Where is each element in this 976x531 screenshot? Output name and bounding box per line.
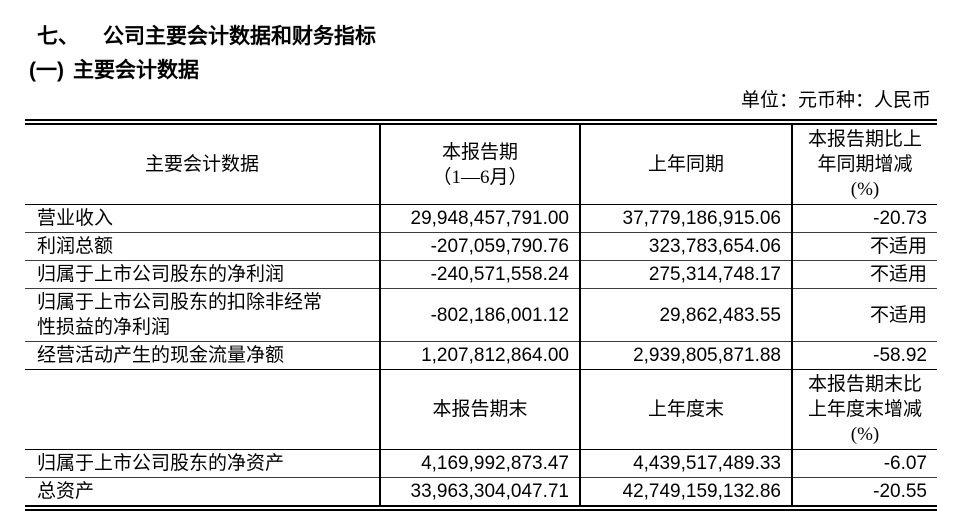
prior-period-value: 29,862,483.55 — [579, 288, 792, 342]
current-period-value: -207,059,790.76 — [379, 232, 580, 261]
prior-period-value: 42,749,159,132.86 — [579, 477, 792, 505]
subsection-title: (一) 主要会计数据 — [29, 54, 199, 84]
prior-period-value: 275,314,748.17 — [579, 260, 792, 289]
metric-label: 归属于上市公司股东的净利润 — [37, 264, 285, 285]
header-balance-change-cell: 本报告期末比 上年度末增减 (%) — [791, 369, 937, 450]
header-metric-cell: 主要会计数据 — [144, 154, 259, 175]
header-period-change-cell: 本报告期比上 年同期增减 (%) — [791, 125, 937, 205]
header-line: 本报告期比上 — [807, 129, 922, 150]
header-line: (%) — [850, 179, 880, 200]
current-period-value: -240,571,558.24 — [379, 260, 580, 289]
table-row-net-assets: 归属于上市公司股东的净资产 4,169,992,873.47 4,439,517… — [25, 449, 937, 478]
current-period-value: 4,169,992,873.47 — [379, 449, 580, 478]
current-period-value: 1,207,812,864.00 — [379, 341, 580, 370]
metric-label: 营业收入 — [37, 208, 114, 229]
prior-period-value: 37,779,186,915.06 — [579, 204, 792, 233]
subsection-title-text: 主要会计数据 — [73, 59, 199, 82]
change-value: -20.55 — [791, 477, 937, 505]
header-metric-empty-cell — [25, 370, 380, 450]
table-row-total-assets: 总资产 33,963,304,047.71 42,749,159,132.86 … — [25, 477, 937, 505]
section-title-text: 公司主要会计数据和财务指标 — [103, 25, 376, 48]
current-period-value: 33,963,304,047.71 — [379, 477, 580, 505]
metric-label: 归属于上市公司股东的净资产 — [37, 453, 285, 474]
header-line: (%) — [850, 424, 880, 445]
table-row-total-profit: 利润总额 -207,059,790.76 323,783,654.06 不适用 — [25, 232, 937, 261]
table-header-balance-row: 本报告期末 上年度末 本报告期末比 上年度末增减 (%) — [25, 369, 937, 450]
table-row-operating-cash-flow: 经营活动产生的现金流量净额 1,207,812,864.00 2,939,805… — [25, 341, 937, 370]
change-value: 不适用 — [791, 288, 937, 342]
change-value: 不适用 — [791, 260, 937, 289]
header-current-period-cell: 本报告期 （1—6月） — [379, 125, 580, 205]
prior-period-value: 323,783,654.06 — [579, 232, 792, 261]
change-value: 不适用 — [791, 232, 937, 261]
section-title: 七、 公司主要会计数据和财务指标 — [37, 20, 376, 50]
accounting-data-table: 主要会计数据 本报告期 （1—6月） 上年同期 本报告期比上 年同期增减 (%)… — [25, 125, 937, 505]
prior-period-value: 4,439,517,489.33 — [579, 449, 792, 478]
prior-period-value: 2,939,805,871.88 — [579, 341, 792, 370]
change-value: -58.92 — [791, 341, 937, 370]
table-row-revenue: 营业收入 29,948,457,791.00 37,779,186,915.06… — [25, 204, 937, 233]
change-value: -20.73 — [791, 204, 937, 233]
header-line: 本报告期末比 — [807, 374, 922, 395]
header-prior-period-cell: 上年同期 — [579, 125, 792, 205]
current-period-value: -802,186,001.12 — [379, 288, 580, 342]
header-line: （1—6月） — [432, 166, 528, 188]
table-row-net-profit-excl-nonrecurring: 归属于上市公司股东的扣除非经常性损益的净利润 -802,186,001.12 2… — [25, 288, 937, 342]
table-header-period-row: 主要会计数据 本报告期 （1—6月） 上年同期 本报告期比上 年同期增减 (%) — [25, 125, 937, 205]
metric-label: 总资产 — [37, 481, 95, 502]
header-period-end-cell: 本报告期末 — [379, 369, 580, 450]
change-value: -6.07 — [791, 449, 937, 478]
currency-unit-note: 单位：元币种：人民币 — [740, 90, 931, 111]
table-row-net-profit: 归属于上市公司股东的净利润 -240,571,558.24 275,314,74… — [25, 260, 937, 289]
header-line: 本报告期 — [441, 141, 518, 163]
header-prior-year-end-cell: 上年度末 — [579, 369, 792, 450]
section-number: 七、 — [37, 25, 79, 48]
header-line: 上年度末增减 — [807, 399, 922, 420]
current-period-value: 29,948,457,791.00 — [379, 204, 580, 233]
main-accounting-table: 主要会计数据 本报告期 （1—6月） 上年同期 本报告期比上 年同期增减 (%)… — [25, 119, 937, 511]
header-line: 年同期增减 — [817, 154, 913, 175]
subsection-number: (一) — [29, 59, 64, 82]
metric-label: 经营活动产生的现金流量净额 — [37, 345, 285, 366]
metric-label: 归属于上市公司股东的扣除非经常性损益的净利润 — [37, 292, 323, 338]
metric-label: 利润总额 — [37, 236, 114, 257]
